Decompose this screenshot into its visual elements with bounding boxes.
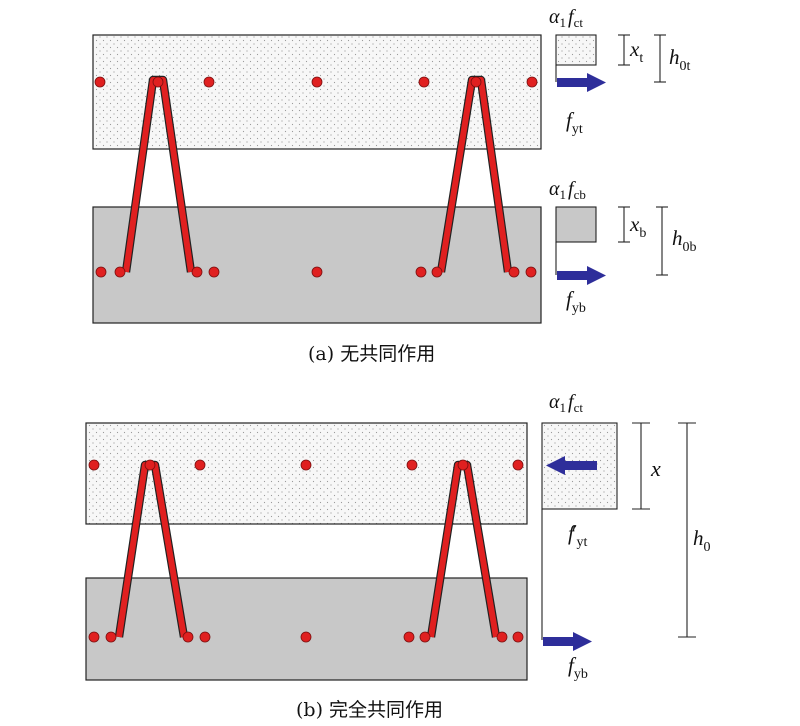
rebar-row [88, 459, 524, 471]
rebar [512, 459, 524, 471]
stress-block [555, 206, 597, 243]
rebar [208, 266, 220, 278]
rebar [419, 631, 431, 643]
rebar [525, 266, 537, 278]
force-arrow [557, 73, 606, 92]
panel-a: α1 fct xt h0t fyt α1 fcb [92, 6, 697, 365]
rebar [152, 76, 164, 88]
rebar [199, 631, 211, 643]
rebar [300, 459, 312, 471]
rebar [512, 631, 524, 643]
rebar [457, 459, 469, 471]
dimension-bracket [618, 206, 630, 243]
rebar-row [95, 266, 537, 278]
depth-label: xt [629, 37, 643, 66]
rebar [496, 631, 508, 643]
force-arrow [557, 266, 606, 285]
panel-b: α1 fct x h0 f′yt fyb (b) 完全共同作用 [85, 391, 711, 721]
force-arrow [546, 456, 597, 475]
rebar [508, 266, 520, 278]
rebar [95, 266, 107, 278]
bottom-slab [85, 577, 528, 681]
stress-block [555, 34, 597, 66]
depth-label: xb [629, 212, 646, 241]
force-label: f′yt [568, 521, 587, 550]
force-label: fyb [566, 287, 586, 316]
dimension-bracket [656, 206, 668, 276]
rebar [300, 631, 312, 643]
height-label: h0b [672, 226, 697, 255]
rebar [526, 76, 538, 88]
rebar [88, 459, 100, 471]
dimension-bracket [654, 34, 666, 83]
rebar [418, 76, 430, 88]
rebar-row [94, 76, 538, 88]
rebar [144, 459, 156, 471]
panel-caption: (a) 无共同作用 [308, 343, 435, 365]
rebar [203, 76, 215, 88]
rebar [191, 266, 203, 278]
stress-label: α1 fct [549, 6, 583, 30]
panel-caption: (b) 完全共同作用 [296, 699, 443, 721]
rebar [311, 266, 323, 278]
rebar [403, 631, 415, 643]
height-label: h0t [669, 45, 691, 74]
rebar [415, 266, 427, 278]
rebar [470, 76, 482, 88]
bottom-slab [92, 206, 542, 324]
dimension-bracket [632, 422, 650, 510]
stress-label: α1 fcb [549, 178, 586, 202]
height-label: h0 [693, 526, 711, 555]
stress-label: α1 fct [549, 391, 583, 415]
dimension-bracket [618, 34, 630, 66]
rebar [94, 76, 106, 88]
dimension-bracket [678, 422, 696, 638]
force-arrow [543, 632, 592, 651]
rebar [105, 631, 117, 643]
rebar [88, 631, 100, 643]
rebar [311, 76, 323, 88]
rebar [114, 266, 126, 278]
depth-label: x [650, 456, 661, 481]
rebar-row [88, 631, 524, 643]
rebar [182, 631, 194, 643]
force-label: fyt [566, 108, 583, 137]
force-label: fyb [568, 653, 588, 682]
rebar [406, 459, 418, 471]
rebar [431, 266, 443, 278]
rebar [194, 459, 206, 471]
